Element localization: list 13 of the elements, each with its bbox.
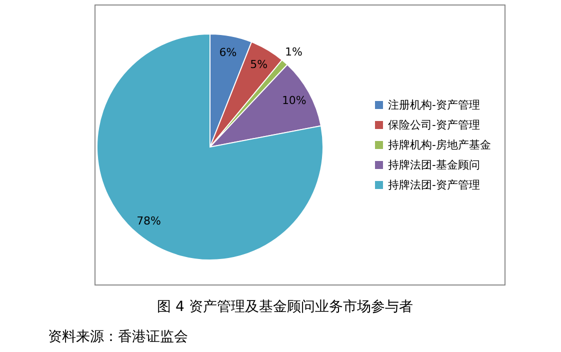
legend-label: 持牌机构-房地产基金 <box>388 138 491 152</box>
data-label: 78% <box>136 214 161 228</box>
text: 资料来源：香港证监会 <box>48 329 188 345</box>
legend-label: 保险公司-资产管理 <box>388 118 480 132</box>
legend-label: 持牌法团-基金顾问 <box>388 158 480 172</box>
data-label: 10% <box>282 94 306 108</box>
legend-label: 持牌法团-资产管理 <box>388 178 480 192</box>
text: 图 4 资产管理及基金顾问业务市场参与者 <box>157 299 413 315</box>
data-label: 6% <box>219 46 237 60</box>
data-label: 1% <box>284 46 302 59</box>
data-label: 5% <box>250 58 268 71</box>
legend-label: 注册机构-资产管理 <box>388 98 480 112</box>
pie-slice <box>96 34 324 260</box>
